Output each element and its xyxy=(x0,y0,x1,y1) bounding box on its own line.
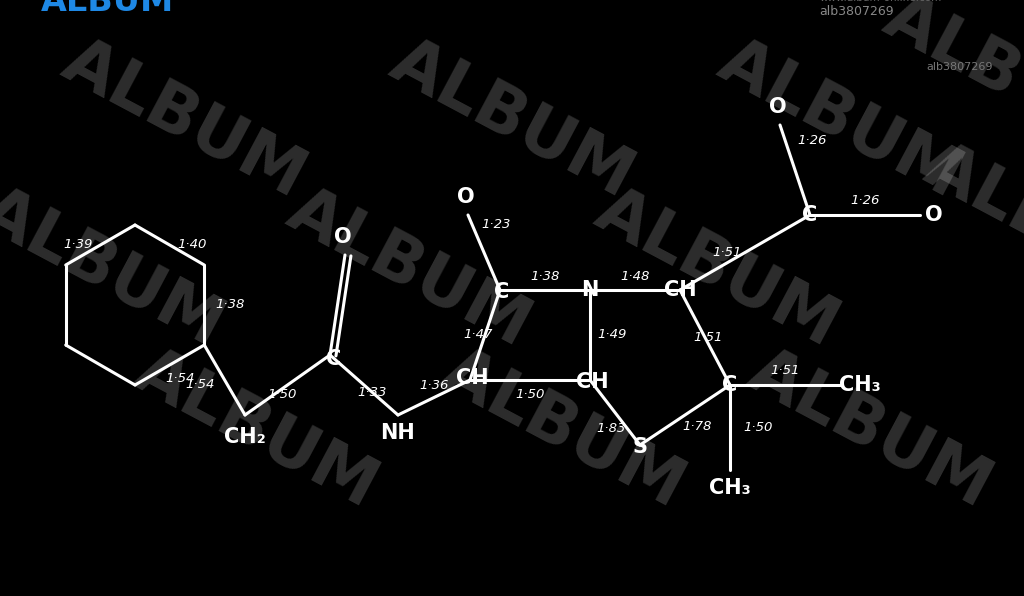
Text: CH₃: CH₃ xyxy=(839,375,881,395)
Text: 1·48: 1·48 xyxy=(621,269,649,283)
Text: ALBUM: ALBUM xyxy=(52,28,316,210)
Text: 1·51: 1·51 xyxy=(713,246,741,259)
Text: 1·36: 1·36 xyxy=(419,379,449,392)
Text: 1·33: 1·33 xyxy=(357,386,387,399)
Text: 1·50: 1·50 xyxy=(743,421,773,434)
Text: 1·38: 1·38 xyxy=(530,269,560,283)
Text: N: N xyxy=(582,280,599,300)
Text: ALBUM: ALBUM xyxy=(41,0,174,18)
Text: 1·26: 1·26 xyxy=(850,194,880,207)
Text: C: C xyxy=(327,349,342,369)
Text: alb3807269: alb3807269 xyxy=(819,5,894,18)
Text: O: O xyxy=(334,227,352,247)
Text: 1·38: 1·38 xyxy=(216,299,245,312)
Text: 1·54: 1·54 xyxy=(185,378,215,392)
Text: ALBUM: ALBUM xyxy=(380,28,644,210)
Text: ALB: ALB xyxy=(913,134,1024,260)
Text: O: O xyxy=(926,205,943,225)
Text: 1·40: 1·40 xyxy=(177,238,206,252)
Text: 1·26: 1·26 xyxy=(798,134,826,147)
Text: 1·49: 1·49 xyxy=(597,328,627,342)
Text: ALBUM: ALBUM xyxy=(738,338,1002,520)
Text: 1·50: 1·50 xyxy=(515,387,545,401)
Text: ALBUM: ALBUM xyxy=(585,177,849,359)
Text: 1·54: 1·54 xyxy=(165,372,195,386)
Text: 1·51: 1·51 xyxy=(770,365,800,377)
Text: CH₂: CH₂ xyxy=(224,427,266,447)
Text: O: O xyxy=(457,187,475,207)
Text: 1·50: 1·50 xyxy=(268,389,297,402)
Text: 1·78: 1·78 xyxy=(682,421,712,433)
Text: C: C xyxy=(495,282,510,302)
Text: CH: CH xyxy=(575,372,608,392)
Text: 1·51: 1·51 xyxy=(693,331,723,344)
Text: NH: NH xyxy=(381,423,416,443)
Text: 1·83: 1·83 xyxy=(596,422,626,435)
Text: ALBUM: ALBUM xyxy=(431,338,695,520)
Text: C: C xyxy=(803,205,817,225)
Text: 1·47: 1·47 xyxy=(463,328,493,342)
Text: www.album-online.com: www.album-online.com xyxy=(819,0,941,3)
Text: ALBUM: ALBUM xyxy=(124,338,388,520)
Text: ALBUM: ALBUM xyxy=(278,177,542,359)
Text: O: O xyxy=(769,97,786,117)
Text: 1·23: 1·23 xyxy=(481,219,511,231)
Text: CH₃: CH₃ xyxy=(710,478,751,498)
Text: 1·39: 1·39 xyxy=(63,238,93,252)
Text: S: S xyxy=(633,437,647,457)
Text: ALBUM: ALBUM xyxy=(708,28,972,210)
Text: ALB: ALB xyxy=(872,0,1024,111)
Text: CH: CH xyxy=(664,280,696,300)
Text: C: C xyxy=(722,375,737,395)
Text: ALBUM: ALBUM xyxy=(0,177,234,359)
Text: alb3807269: alb3807269 xyxy=(927,61,993,72)
Text: CH: CH xyxy=(456,368,488,388)
